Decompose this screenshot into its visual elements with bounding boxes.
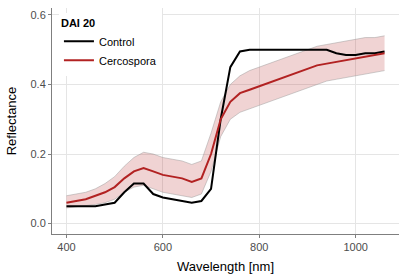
svg-text:800: 800 [250,241,268,253]
svg-text:Reflectance: Reflectance [4,87,19,156]
svg-text:DAI 20: DAI 20 [61,17,95,29]
svg-text:0.2: 0.2 [31,148,46,160]
svg-text:600: 600 [154,241,172,253]
svg-text:0.0: 0.0 [31,217,46,229]
svg-text:0.6: 0.6 [31,9,46,21]
svg-text:1000: 1000 [343,241,367,253]
svg-text:Cercospora: Cercospora [99,55,157,67]
svg-text:Wavelength [nm]: Wavelength [nm] [177,259,274,274]
svg-text:400: 400 [57,241,75,253]
svg-text:0.4: 0.4 [31,78,46,90]
svg-text:Control: Control [99,36,134,48]
